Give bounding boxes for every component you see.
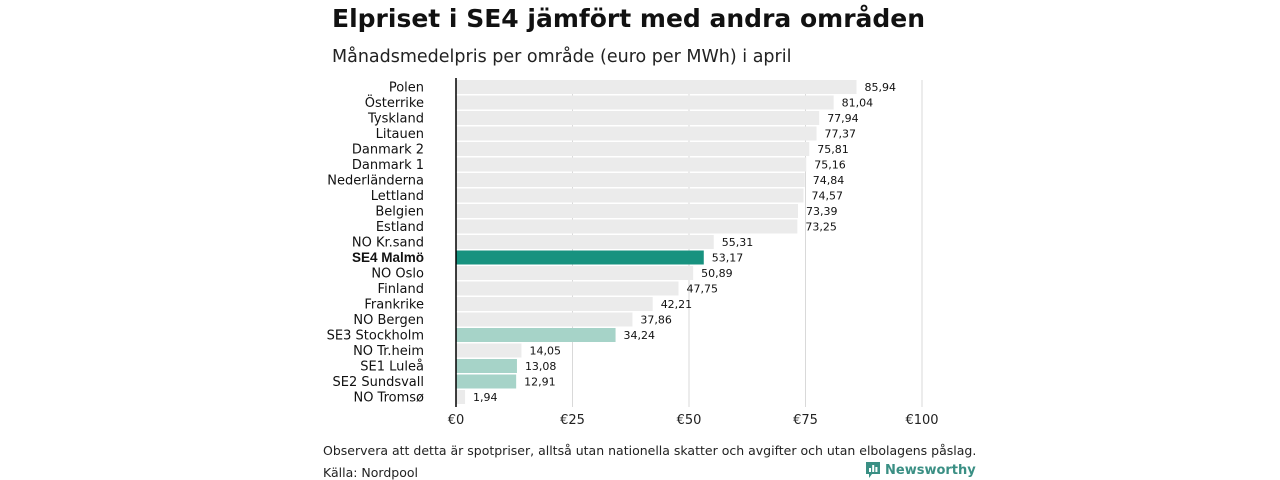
value-label: 74,84 — [813, 174, 845, 187]
value-label: 34,24 — [624, 329, 656, 342]
value-label: 73,25 — [805, 221, 837, 234]
bar — [456, 204, 798, 218]
chart-title: Elpriset i SE4 jämfört med andra områden — [332, 4, 926, 33]
category-label: Nederländerna — [327, 174, 424, 189]
x-tick-label: €50 — [677, 413, 702, 428]
value-label: 12,91 — [524, 376, 556, 389]
bar — [456, 297, 653, 311]
value-labels: 85,94 81,04 77,94 77,37 75,81 75,16 74,84 74,57… — [473, 81, 896, 404]
value-label: 37,86 — [640, 314, 672, 327]
x-tick-label: €25 — [560, 413, 585, 428]
bar — [456, 266, 694, 280]
category-label: SE1 Luleå — [360, 360, 424, 375]
brand-name: Newsworthy — [885, 462, 976, 478]
value-label: 1,94 — [473, 391, 498, 404]
value-label: 42,21 — [661, 298, 693, 311]
category-label: Polen — [389, 81, 424, 96]
value-label: 13,08 — [525, 360, 557, 373]
x-tick-label: €0 — [448, 413, 465, 428]
source-label: Källa: Nordpool — [323, 465, 418, 480]
value-label: 53,17 — [712, 252, 744, 265]
bars — [456, 80, 857, 404]
value-label: 74,57 — [811, 190, 843, 203]
category-label: NO Bergen — [353, 313, 424, 328]
value-label: 77,37 — [825, 128, 857, 141]
bar — [456, 390, 466, 404]
category-label: NO Kr.sand — [352, 236, 424, 251]
bar — [456, 328, 616, 342]
x-axis-ticks: €0 €25 €50 €75 €100 — [448, 413, 939, 428]
bar — [456, 219, 798, 234]
bar — [456, 359, 517, 373]
category-label: NO Tromsø — [353, 391, 424, 406]
bar — [456, 235, 714, 249]
bar — [456, 111, 820, 125]
value-label: 55,31 — [722, 236, 754, 249]
category-label: Frankrike — [364, 298, 424, 313]
x-tick-label: €75 — [793, 413, 818, 428]
value-label: 75,81 — [817, 143, 849, 156]
bar — [456, 142, 810, 156]
brand-logo[interactable]: Newsworthy — [866, 462, 976, 478]
value-label: 50,89 — [701, 267, 733, 280]
bar — [456, 188, 804, 203]
value-label: 47,75 — [687, 283, 719, 296]
bar — [456, 343, 522, 358]
category-label: NO Tr.heim — [353, 344, 424, 359]
bar — [456, 126, 817, 141]
category-label: Danmark 2 — [352, 143, 424, 158]
category-label: Tyskland — [367, 112, 424, 127]
bar — [456, 173, 805, 187]
x-tick-label: €100 — [905, 413, 938, 428]
category-label: Finland — [378, 282, 424, 297]
category-label: Danmark 1 — [352, 158, 424, 173]
category-label: NO Oslo — [371, 267, 424, 282]
category-label: SE2 Sundsvall — [332, 375, 424, 390]
category-label: Lettland — [371, 189, 424, 204]
bar — [456, 80, 857, 94]
chart-subtitle: Månadsmedelpris per område (euro per MWh… — [332, 47, 792, 67]
value-label: 75,16 — [814, 159, 846, 172]
footnote: Observera att detta är spotpriser, allts… — [323, 443, 977, 458]
value-label: 81,04 — [842, 97, 874, 110]
category-label: Litauen — [376, 127, 424, 142]
category-label: SE3 Stockholm — [327, 329, 424, 344]
value-label: 85,94 — [864, 81, 896, 94]
category-label: SE4 Malmö — [352, 250, 424, 265]
bar — [456, 157, 807, 172]
category-label: Estland — [376, 220, 424, 235]
bar — [456, 312, 633, 327]
bar — [456, 95, 834, 110]
value-label: 14,05 — [529, 345, 561, 358]
category-label: Belgien — [375, 205, 424, 220]
bar — [456, 374, 517, 389]
value-label: 77,94 — [827, 112, 859, 125]
bar — [456, 281, 679, 296]
value-label: 73,39 — [806, 205, 838, 218]
newsworthy-logo-icon — [866, 462, 880, 478]
category-label: Österrike — [365, 94, 424, 111]
bar — [456, 250, 704, 265]
